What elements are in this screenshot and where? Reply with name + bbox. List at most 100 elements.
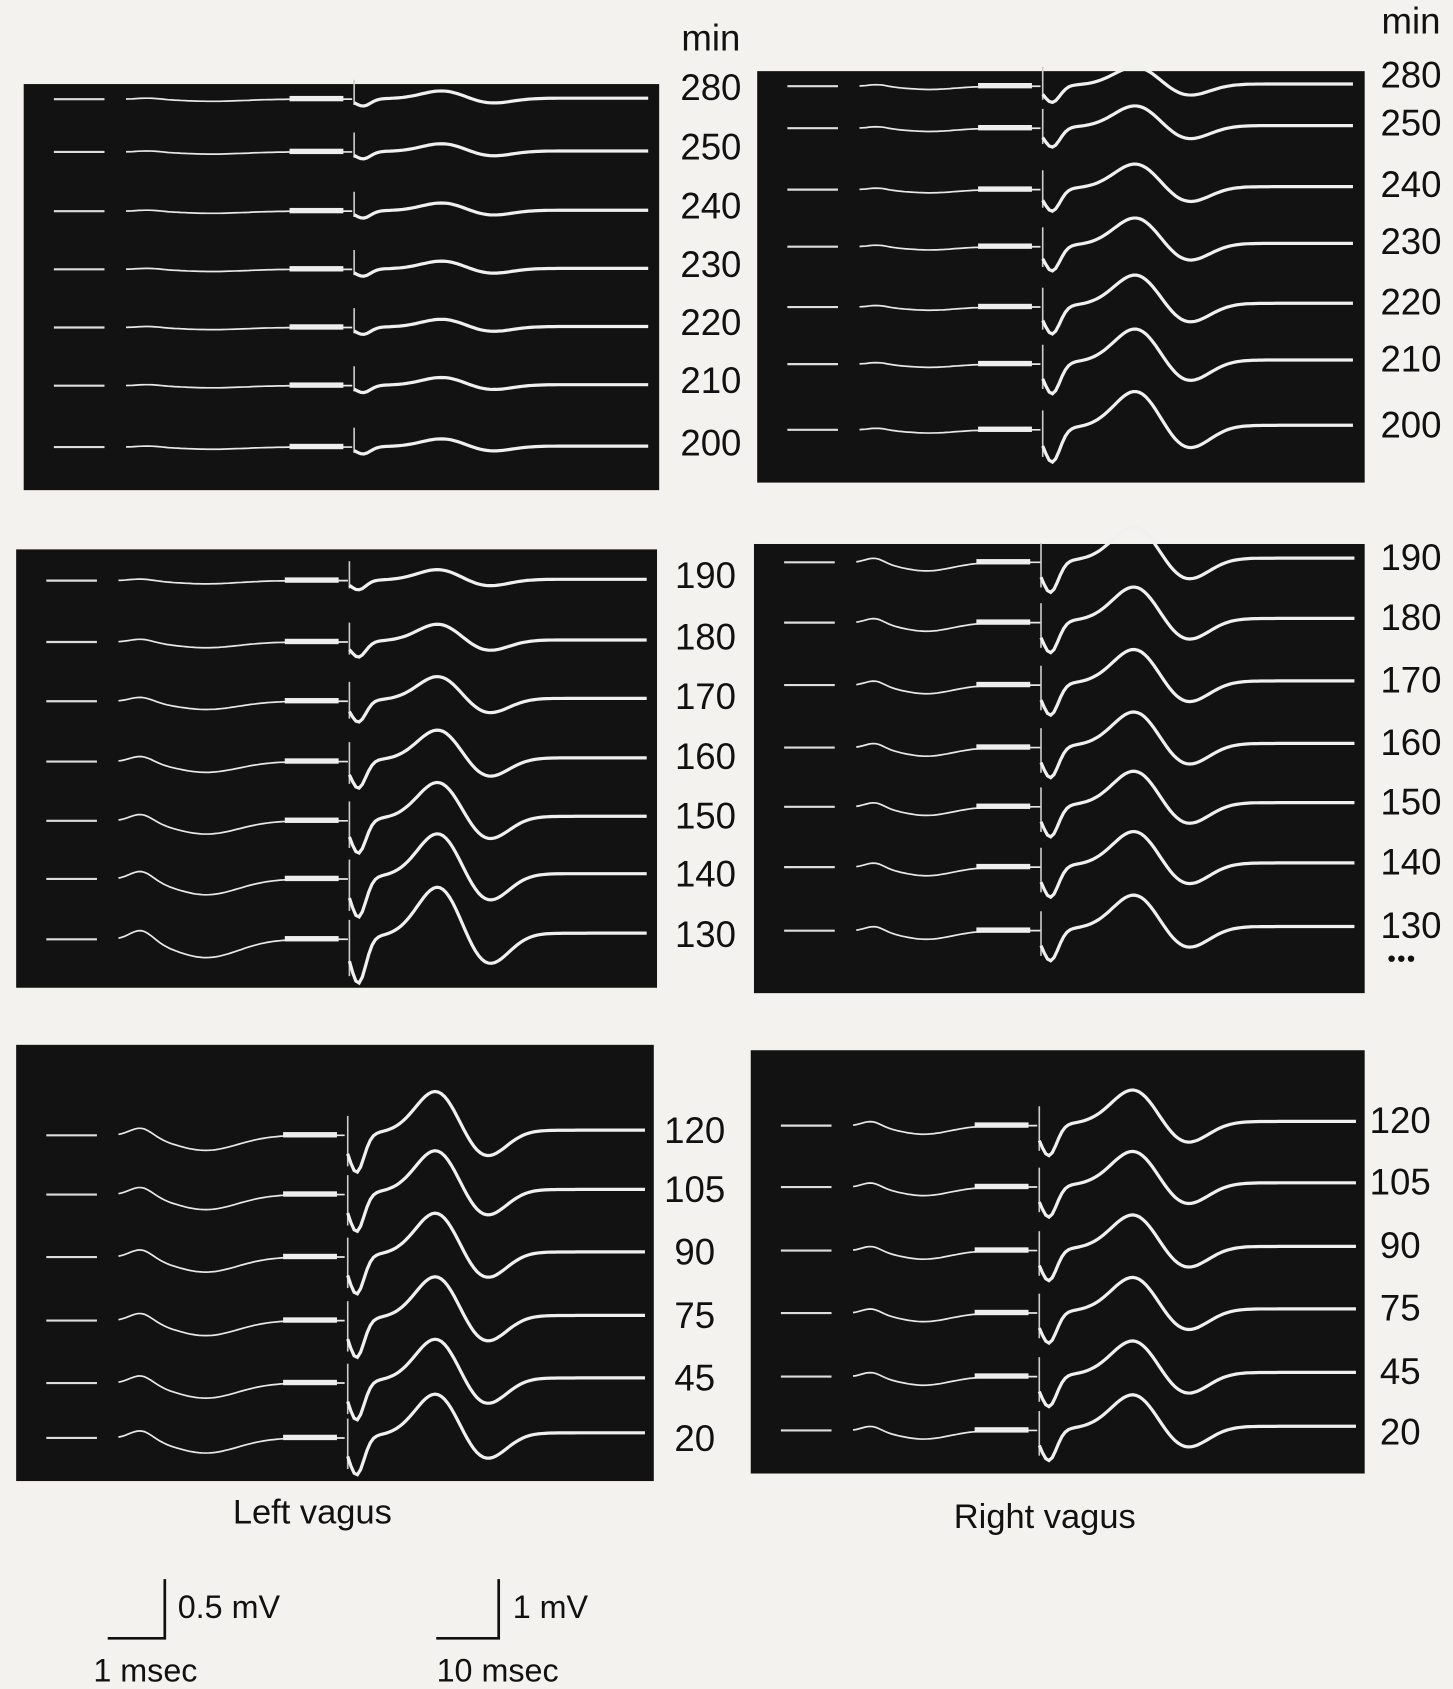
time-label: 180 [1380,597,1441,638]
time-label: 180 [675,617,736,658]
scale-bar-lines [436,1579,498,1638]
time-label: 230 [680,244,741,285]
time-label: 280 [1380,54,1441,95]
stimulus-marker [975,1184,1029,1189]
stimulus-marker [290,266,344,271]
stimulus-marker [975,1122,1029,1127]
stimulus-marker [290,149,344,154]
time-label: 230 [1380,221,1441,262]
time-label: 240 [1380,164,1441,205]
stimulus-marker [975,1247,1029,1252]
time-label: 190 [675,555,736,596]
oscilloscope-panel [757,71,1364,482]
time-label: 130 [1380,905,1441,946]
time-label: 20 [674,1418,715,1459]
time-label: 90 [1380,1225,1421,1266]
panel-caption: Left vagus [233,1494,392,1532]
page: 20 45 75 90 105 120 130 140 150 160 170 180 190 200 21… [0,0,1453,1689]
stimulus-marker [978,243,1032,248]
time-label: 75 [674,1295,715,1336]
stimulus-marker [290,324,344,329]
stimulus-marker [290,382,344,387]
stimulus-marker [978,186,1032,191]
scale-bar-horizontal-label: 1 msec [93,1652,197,1688]
time-label: 20 [1380,1411,1421,1452]
stimulus-marker [285,818,339,823]
stimulus-marker [978,125,1032,130]
time-label: 170 [1380,660,1441,701]
time-label: 105 [664,1169,725,1210]
scale-bar-lines [108,1579,165,1638]
unit-label: min [1381,0,1440,41]
figure: 20 45 75 90 105 120 130 140 150 160 170 180 190 200 21… [0,0,1453,1689]
unit-label: min [681,18,740,59]
stimulus-marker [976,744,1030,749]
stimulus-marker [976,559,1030,564]
time-label: 130 [675,914,736,955]
stimulus-marker [283,1191,337,1196]
dot [1398,955,1404,961]
stimulus-marker [978,304,1032,309]
stimulus-marker [283,1254,337,1259]
time-label: 45 [674,1358,715,1399]
time-label: 140 [675,853,736,894]
stimulus-marker [978,361,1032,366]
time-label: 90 [674,1232,715,1273]
stimulus-marker [283,1435,337,1440]
time-label: 250 [1380,103,1441,144]
scale-bar-vertical-label: 0.5 mV [178,1589,281,1625]
stimulus-marker [976,682,1030,687]
stimulus-marker [290,96,344,101]
stimulus-marker [976,864,1030,869]
stimulus-marker [978,83,1032,88]
stimulus-marker [283,1380,337,1385]
scale-bar-horizontal-label: 10 msec [437,1652,559,1688]
time-label: 170 [675,676,736,717]
oscilloscope-panel [24,84,659,490]
stimulus-marker [975,1373,1029,1378]
stimulus-marker [285,758,339,763]
stimulus-marker [290,444,344,449]
time-label: 160 [675,736,736,777]
stimulus-marker [976,804,1030,809]
scale-bar-vertical-label: 1 mV [513,1589,589,1625]
time-label: 220 [1380,282,1441,323]
stimulus-marker [976,927,1030,932]
time-label: 210 [680,360,741,401]
stimulus-marker [283,1317,337,1322]
oscilloscope-panel [16,1045,654,1481]
time-label: 140 [1380,842,1441,883]
time-label: 45 [1380,1351,1421,1392]
time-label: 210 [1380,339,1441,380]
stimulus-marker [290,208,344,213]
stimulus-marker [285,876,339,881]
time-label: 160 [1380,722,1441,763]
time-label: 190 [1380,537,1441,578]
stimulus-marker [975,1427,1029,1432]
time-label: 200 [680,423,741,464]
time-label: 105 [1370,1162,1431,1203]
time-label: 250 [680,126,741,167]
stimulus-marker [285,639,339,644]
dot [1408,955,1414,961]
dot [1388,955,1394,961]
stimulus-marker [285,698,339,703]
time-label: 280 [680,67,741,108]
stimulus-marker [975,1310,1029,1315]
time-label: 220 [680,302,741,343]
oscilloscope-panel [16,549,657,987]
stimulus-marker [285,936,339,941]
time-label: 240 [680,186,741,227]
stimulus-marker [976,619,1030,624]
time-label: 75 [1380,1288,1421,1329]
time-label: 200 [1380,404,1441,445]
time-label: 150 [675,795,736,836]
stimulus-marker [285,577,339,582]
scale-bar [108,1579,499,1638]
stimulus-marker [283,1132,337,1137]
time-label: 120 [664,1110,725,1151]
time-label: 120 [1370,1100,1431,1141]
stimulus-marker [978,427,1032,432]
ellipsis [1388,955,1414,961]
panel-caption: Right vagus [954,1498,1136,1536]
